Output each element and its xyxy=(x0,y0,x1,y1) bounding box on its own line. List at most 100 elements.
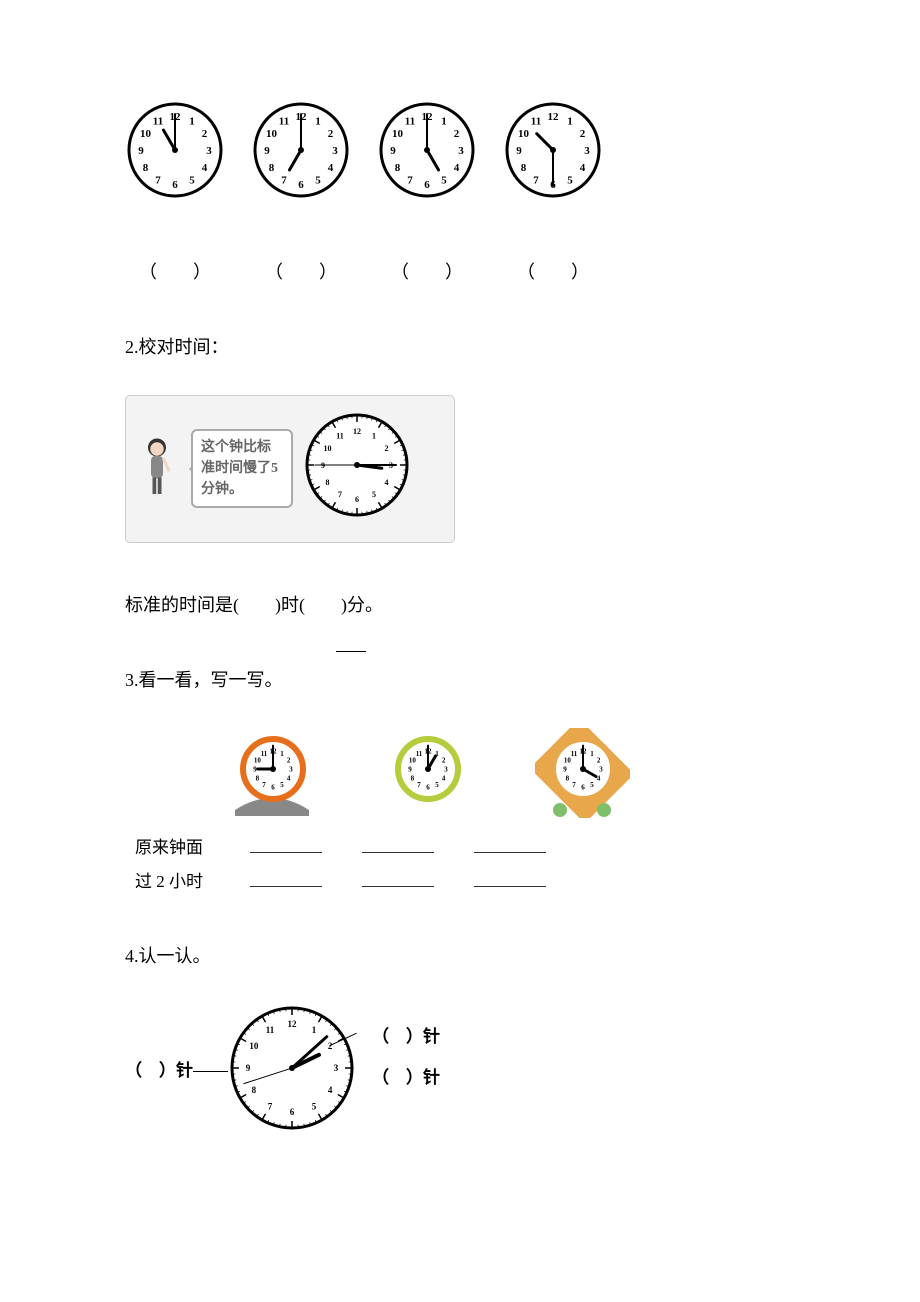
text: 标准的时间是( xyxy=(125,595,239,615)
svg-text:2: 2 xyxy=(441,757,445,765)
svg-text:7: 7 xyxy=(417,781,421,789)
svg-text:8: 8 xyxy=(252,1085,257,1095)
clock: 121234567891011 xyxy=(377,100,477,200)
blank[interactable] xyxy=(389,1068,406,1087)
svg-text:2: 2 xyxy=(286,757,290,765)
svg-text:4: 4 xyxy=(384,478,388,487)
svg-text:8: 8 xyxy=(395,162,401,174)
svg-text:8: 8 xyxy=(410,775,414,783)
answer-slot[interactable]: （ ） xyxy=(503,260,603,285)
svg-text:11: 11 xyxy=(260,750,267,758)
svg-text:7: 7 xyxy=(155,174,161,186)
svg-text:9: 9 xyxy=(390,145,396,157)
svg-text:7: 7 xyxy=(533,174,539,186)
svg-text:1: 1 xyxy=(280,750,284,758)
svg-text:1: 1 xyxy=(189,115,195,127)
svg-text:7: 7 xyxy=(338,491,342,500)
svg-text:10: 10 xyxy=(518,128,530,140)
svg-text:1: 1 xyxy=(372,432,376,441)
answer-slot[interactable]: （ ） xyxy=(125,260,225,285)
svg-text:8: 8 xyxy=(326,478,330,487)
svg-text:5: 5 xyxy=(280,781,284,789)
blank[interactable] xyxy=(474,886,546,887)
svg-text:9: 9 xyxy=(563,766,567,774)
blank[interactable] xyxy=(250,886,322,887)
q3-label-original: 原来钟面 xyxy=(135,836,240,860)
svg-text:4: 4 xyxy=(328,162,334,174)
blank[interactable] xyxy=(142,1061,159,1080)
blank[interactable] xyxy=(474,852,546,853)
blank[interactable] xyxy=(362,852,434,853)
q4-lower-right-label: （ ）针 xyxy=(372,1066,440,1090)
svg-text:1: 1 xyxy=(567,115,573,127)
svg-text:7: 7 xyxy=(572,781,576,789)
svg-text:11: 11 xyxy=(266,1025,275,1035)
text: ）针 xyxy=(406,1068,440,1087)
q2-clock: 121234567891011 xyxy=(303,411,411,526)
svg-text:3: 3 xyxy=(334,1063,339,1073)
question-2: 2.校对时间： 这个钟比标准时间慢了5分钟。 121234567891011 标… xyxy=(125,335,795,618)
svg-text:9: 9 xyxy=(516,145,522,157)
svg-text:8: 8 xyxy=(269,162,275,174)
svg-text:3: 3 xyxy=(599,766,603,774)
clock: 121234567891011 xyxy=(251,100,351,200)
svg-text:8: 8 xyxy=(521,162,527,174)
svg-text:3: 3 xyxy=(458,145,464,157)
svg-text:5: 5 xyxy=(567,174,573,186)
q3-label-after2h: 过 2 小时 xyxy=(135,870,240,894)
svg-text:5: 5 xyxy=(372,491,376,500)
svg-text:6: 6 xyxy=(581,784,585,792)
pointer-line xyxy=(193,1071,228,1072)
svg-text:2: 2 xyxy=(596,757,600,765)
text: )分。 xyxy=(341,595,383,615)
svg-text:11: 11 xyxy=(415,750,422,758)
svg-text:6: 6 xyxy=(298,179,304,191)
svg-text:4: 4 xyxy=(580,162,586,174)
svg-text:4: 4 xyxy=(202,162,208,174)
svg-text:4: 4 xyxy=(454,162,460,174)
svg-text:5: 5 xyxy=(189,174,195,186)
q3-clock-row: 1212345678910111212345678910111212345678… xyxy=(225,728,795,818)
svg-text:9: 9 xyxy=(264,145,270,157)
blank[interactable] xyxy=(389,1027,406,1046)
svg-text:12: 12 xyxy=(548,111,560,123)
answer-slot[interactable]: （ ） xyxy=(377,260,477,285)
q4-right-labels: （ ）针 （ ）针 xyxy=(372,1053,440,1091)
question-4: 4.认一认。 （ ）针 121234567891011 （ ）针 （ ）针 xyxy=(125,944,795,1139)
q2-answer-line: 标准的时间是( )时( )分。 xyxy=(125,593,795,618)
blank[interactable] xyxy=(239,595,275,615)
svg-text:12: 12 xyxy=(353,427,361,436)
svg-text:7: 7 xyxy=(268,1101,273,1111)
svg-text:8: 8 xyxy=(255,775,259,783)
svg-text:3: 3 xyxy=(289,766,293,774)
question-3: 3.看一看，写一写。 12123456789101112123456789101… xyxy=(125,668,795,894)
svg-text:3: 3 xyxy=(444,766,448,774)
svg-text:10: 10 xyxy=(249,1041,259,1051)
svg-text:5: 5 xyxy=(315,174,321,186)
svg-text:6: 6 xyxy=(271,784,275,792)
blank[interactable] xyxy=(362,886,434,887)
text: ）针 xyxy=(159,1061,193,1080)
svg-text:7: 7 xyxy=(407,174,413,186)
svg-text:4: 4 xyxy=(286,775,290,783)
svg-text:4: 4 xyxy=(441,775,445,783)
svg-text:1: 1 xyxy=(315,115,321,127)
girl-icon xyxy=(136,431,181,506)
svg-text:10: 10 xyxy=(266,128,278,140)
svg-text:12: 12 xyxy=(288,1019,298,1029)
decorated-clock: 121234567891011 xyxy=(380,728,475,818)
text: （ xyxy=(372,1068,389,1087)
answer-slot[interactable]: （ ） xyxy=(251,260,351,285)
blank[interactable] xyxy=(250,852,322,853)
q1-answer-row: （ ） （ ） （ ） （ ） xyxy=(125,260,795,285)
speech-bubble: 这个钟比标准时间慢了5分钟。 xyxy=(191,429,293,508)
svg-text:1: 1 xyxy=(312,1025,317,1035)
blank[interactable] xyxy=(305,595,341,615)
text: ）针 xyxy=(406,1027,440,1046)
svg-text:9: 9 xyxy=(246,1063,251,1073)
svg-text:10: 10 xyxy=(392,128,404,140)
q2-title: 2.校对时间： xyxy=(125,335,795,360)
decorated-clock: 121234567891011 xyxy=(225,728,320,818)
svg-text:10: 10 xyxy=(324,444,332,453)
clock: 121234567891011 xyxy=(503,100,603,200)
